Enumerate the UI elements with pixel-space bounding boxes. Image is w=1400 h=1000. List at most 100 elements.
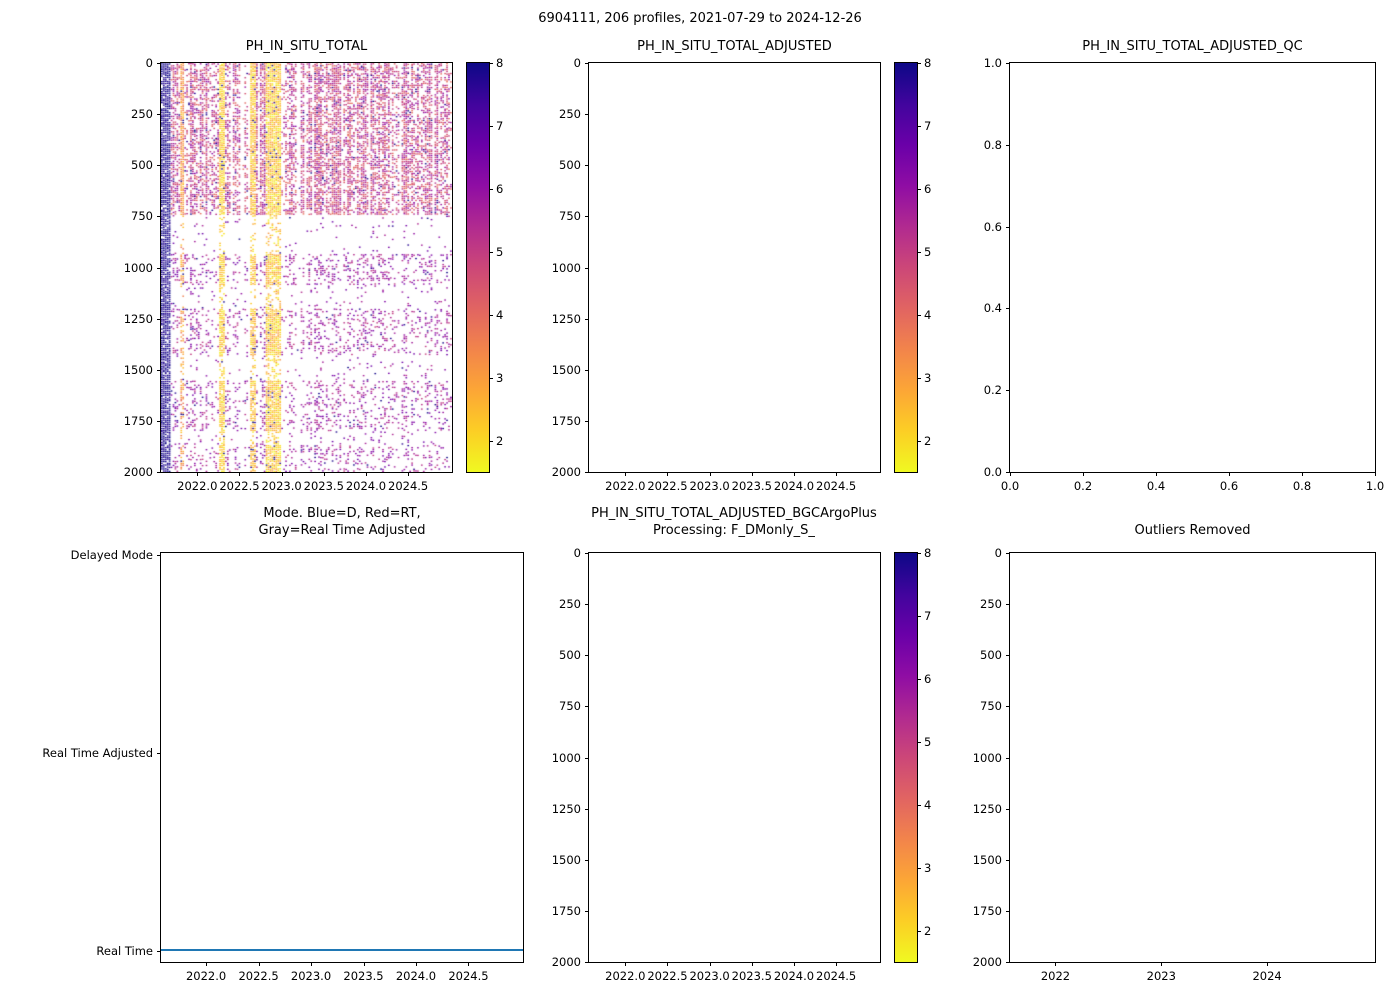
y-tick-label: 1.0 xyxy=(983,56,1002,70)
y-tick-label: 750 xyxy=(131,209,153,224)
x-tick-mark xyxy=(667,472,669,476)
x-tick-label: 2023.0 xyxy=(689,969,730,983)
x-tick-label: 2024.5 xyxy=(816,969,857,983)
y-tick-mark xyxy=(585,757,589,759)
plot-area-mode: 2022.0 2022.5 2023.0 2023.5 2024.0 2024.5 Dela… xyxy=(42,548,524,983)
y-tick-label: 1250 xyxy=(551,311,581,326)
y-tick-mark xyxy=(585,216,589,218)
y-tick-mark xyxy=(157,267,161,269)
x-tick-label: 2023.0 xyxy=(689,479,730,493)
x-tick-mark xyxy=(1375,472,1376,476)
colorbar-tick-mark xyxy=(917,553,921,554)
y-tick-mark xyxy=(157,369,161,371)
x-tick-mark xyxy=(311,962,313,966)
x-tick-label: 2023.0 xyxy=(261,479,302,493)
y-tick-label: 500 xyxy=(980,648,1002,663)
y-tick-mark xyxy=(157,420,161,422)
y-tick-label: 1500 xyxy=(972,852,1002,867)
plot-title-ph-in-situ-total: PH_IN_SITU_TOTAL xyxy=(245,39,368,54)
x-tick-mark xyxy=(1161,962,1163,966)
colorbar-tick-label: 6 xyxy=(496,181,504,196)
y-tick-label: 500 xyxy=(131,158,153,173)
x-tick-label: 0.4 xyxy=(1146,479,1166,493)
plot-area-ph-in-situ-total-adjusted: 2022.0 2022.5 2023.0 2023.5 2024.0 2024.5 0 250… xyxy=(552,56,881,493)
y-tick-label: 1250 xyxy=(123,311,153,326)
y-tick-label: 1750 xyxy=(123,413,153,428)
x-tick-label: 2022.5 xyxy=(238,969,279,983)
y-category-label: Real Time Adjusted xyxy=(42,745,153,760)
figure-title: 6904111, 206 profiles, 2021-07-29 to 202… xyxy=(538,11,862,26)
x-tick-label: 2022.0 xyxy=(185,969,227,983)
y-tick-label: 0.2 xyxy=(983,383,1002,398)
x-tick-label: 0.8 xyxy=(1292,479,1312,493)
colorbar-tick-mark xyxy=(917,188,921,190)
y-tick-label: 1250 xyxy=(972,801,1002,816)
colorbar-tick-mark xyxy=(489,188,493,190)
x-tick-mark xyxy=(415,962,417,966)
x-tick-mark xyxy=(793,962,795,966)
y-tick-mark xyxy=(157,554,161,556)
x-tick-label: 2022.0 xyxy=(177,479,218,493)
y-tick-mark xyxy=(585,808,589,810)
x-tick-mark xyxy=(1267,962,1269,966)
y-tick-mark xyxy=(1006,390,1010,392)
y-tick-label: 2000 xyxy=(123,465,153,479)
x-tick-mark xyxy=(836,962,838,966)
y-tick-mark xyxy=(1006,308,1010,310)
x-tick-mark xyxy=(239,472,241,476)
x-tick-label: 0.6 xyxy=(1219,479,1239,493)
y-tick-mark xyxy=(585,165,589,167)
colorbar-tick-label: 5 xyxy=(924,244,932,259)
colorbar-tick-label: 2 xyxy=(496,433,504,448)
x-tick-mark xyxy=(1156,472,1157,476)
plot-title-ph-adjusted-bgcargoplus: PH_IN_SITU_TOTAL_ADJUSTED_BGCArgoPlus Pr… xyxy=(591,506,877,538)
x-tick-label: 2023 xyxy=(1146,969,1176,983)
y-tick-label: 0.8 xyxy=(983,137,1002,152)
y-tick-label: 250 xyxy=(980,597,1002,612)
colorbar-tick-mark xyxy=(917,125,921,127)
y-tick-label: 2000 xyxy=(551,955,581,969)
y-tick-label: 750 xyxy=(559,209,581,224)
colorbar-tick-mark xyxy=(917,930,921,932)
x-tick-mark xyxy=(793,472,795,476)
x-tick-mark xyxy=(751,962,753,966)
y-tick-mark xyxy=(1006,859,1010,861)
y-tick-label: 1750 xyxy=(551,903,581,918)
x-tick-mark xyxy=(365,472,367,476)
colorbar-tick-label: 3 xyxy=(924,370,932,385)
colorbar-tick-label: 8 xyxy=(496,56,504,70)
colorbar-tick-mark xyxy=(489,440,493,442)
y-tick-label: 250 xyxy=(559,107,581,122)
colorbar-tick-label: 2 xyxy=(924,923,932,938)
real-time-mode-line xyxy=(161,948,523,951)
colorbar-tick-mark xyxy=(917,251,921,253)
y-tick-mark xyxy=(157,950,161,952)
plot-title-ph-in-situ-total-adjusted: PH_IN_SITU_TOTAL_ADJUSTED xyxy=(637,39,832,54)
x-tick-label: 2024.0 xyxy=(773,479,815,493)
y-tick-mark xyxy=(157,216,161,218)
x-tick-mark xyxy=(1010,472,1011,476)
x-tick-mark xyxy=(625,472,627,476)
x-tick-label: 2024.0 xyxy=(395,969,437,983)
y-tick-mark xyxy=(1006,63,1010,64)
y-tick-mark xyxy=(585,553,589,554)
y-tick-label: 250 xyxy=(559,597,581,612)
x-tick-label: 2024.0 xyxy=(773,969,815,983)
colorbar-tick-label: 4 xyxy=(496,307,504,322)
plot-area-ph-adjusted-bgcargoplus: 2022.0 2022.5 2023.0 2023.5 2024.0 2024.5 0 250… xyxy=(552,546,881,983)
y-category-label: Delayed Mode xyxy=(70,547,153,562)
x-tick-mark xyxy=(751,472,753,476)
x-tick-label: 2022.5 xyxy=(647,969,688,983)
x-tick-label: 2023.5 xyxy=(303,479,344,493)
y-tick-mark xyxy=(1006,144,1010,146)
y-tick-label: 1000 xyxy=(972,750,1002,765)
colorbar-tick-mark xyxy=(489,125,493,127)
y-tick-mark xyxy=(1006,910,1010,912)
x-tick-label: 2022.5 xyxy=(219,479,260,493)
x-tick-label: 2024.5 xyxy=(388,479,429,493)
colorbar-tick-mark xyxy=(917,741,921,743)
x-tick-mark xyxy=(625,962,627,966)
y-tick-mark xyxy=(1006,655,1010,657)
plot-title-ph-in-situ-total-adjusted-qc: PH_IN_SITU_TOTAL_ADJUSTED_QC xyxy=(1082,39,1303,54)
